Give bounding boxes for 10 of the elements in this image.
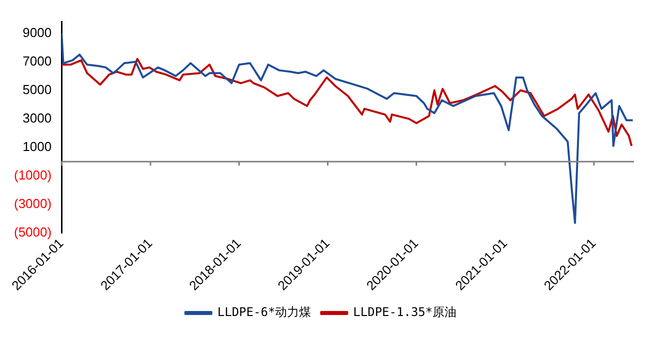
legend-label: LLDPE-6*动力煤 bbox=[217, 305, 312, 320]
y-tick-label: 9000 bbox=[22, 24, 52, 40]
y-tick-label: (5000) bbox=[14, 224, 52, 240]
y-tick-label: 3000 bbox=[22, 110, 52, 126]
y-tick-label: 1000 bbox=[22, 138, 52, 154]
y-tick-label: 5000 bbox=[22, 82, 52, 97]
legend-label: LLDPE-1.35*原油 bbox=[353, 305, 457, 320]
y-tick-label: 7000 bbox=[22, 53, 52, 68]
y-tick-label: (1000) bbox=[14, 167, 52, 182]
y-tick-label: (3000) bbox=[14, 196, 52, 211]
